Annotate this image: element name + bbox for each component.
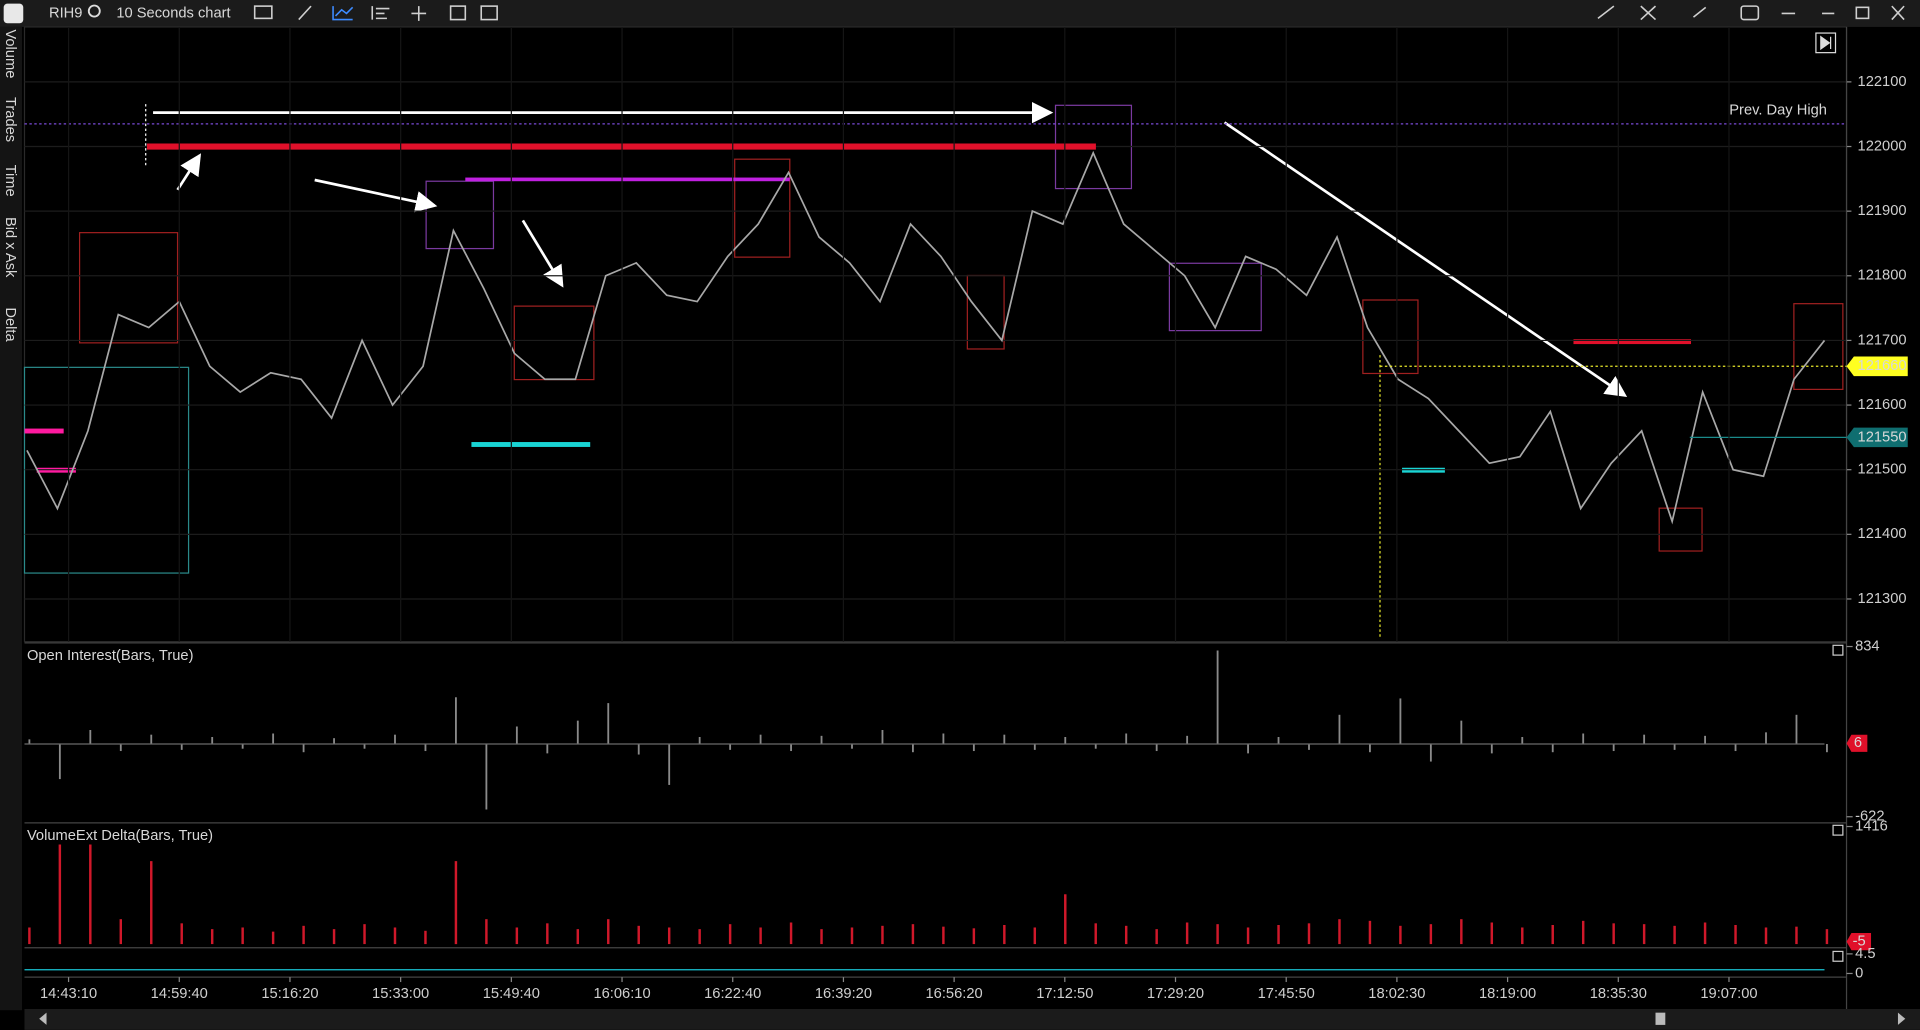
close-icon[interactable] [1891, 5, 1905, 21]
panel-close[interactable] [1832, 644, 1844, 656]
price-tick-label: 121600 [1858, 397, 1907, 413]
sidebar-tab[interactable]: Bid x Ask [2, 217, 18, 278]
app-logo[interactable] [3, 3, 24, 24]
panel-tick-label: 4.5 [1855, 946, 1875, 962]
panel-close[interactable] [1832, 950, 1844, 962]
time-label: 15:33:00 [372, 986, 429, 1002]
oi-last-tag [1846, 734, 1868, 752]
sidebar-tab[interactable]: Delta [2, 307, 18, 342]
panel-tick-label: 0 [1855, 965, 1863, 981]
symbol[interactable]: RIH9 [49, 5, 82, 21]
price-tick-label: 121500 [1858, 462, 1907, 478]
cluster-box [1658, 507, 1703, 552]
time-label: 18:19:00 [1479, 986, 1536, 1002]
price-tick-label: 121400 [1858, 526, 1907, 542]
delta-last-label: -5 [1853, 934, 1866, 950]
sidebar [0, 26, 23, 1011]
time-label: 18:02:30 [1368, 986, 1425, 1002]
scrollbar[interactable] [24, 1008, 1920, 1030]
cluster-box [425, 180, 495, 250]
sidebar-tab[interactable]: Time [2, 165, 18, 197]
time-label: 17:29:20 [1147, 986, 1204, 1002]
main-chart [23, 26, 1848, 643]
price-label-2: 121550 [1858, 429, 1907, 445]
panel-tick-label: 834 [1855, 638, 1880, 654]
price-tick-label: 121300 [1858, 591, 1907, 607]
cluster-box [734, 158, 791, 258]
last-price-tag [1846, 356, 1908, 377]
price-line [26, 150, 1826, 525]
time-label: 14:43:10 [40, 986, 97, 1002]
indicators-icon[interactable] [332, 6, 354, 21]
scroll-thumb[interactable] [1655, 1012, 1666, 1025]
last-price-label: 121660 [1858, 358, 1907, 374]
chart-period[interactable]: 10 Seconds chart [116, 5, 230, 21]
time-label: 15:49:40 [483, 986, 540, 1002]
time-label: 16:56:20 [926, 986, 983, 1002]
scroll-to-end[interactable] [1815, 32, 1837, 54]
volume-level [465, 177, 790, 182]
search-icon[interactable] [87, 4, 101, 18]
volume-level [1573, 339, 1692, 345]
cluster-box [1793, 303, 1844, 391]
template-icon[interactable] [253, 5, 273, 20]
panel-close[interactable] [1832, 824, 1844, 836]
cluster-box [1362, 299, 1419, 375]
prev-day-high-label: Prev. Day High [1729, 102, 1827, 118]
add-icon[interactable] [411, 6, 427, 21]
delta-last-tag [1846, 933, 1872, 951]
volume-level [24, 428, 64, 434]
annotation-arrow [314, 178, 438, 213]
panel-title: VolumeExt Delta(Bars, True) [27, 828, 213, 844]
price-tag-2 [1846, 427, 1908, 448]
tool-icons[interactable] [1597, 5, 1707, 21]
volume-level [471, 442, 591, 447]
price-tick-label: 122000 [1858, 138, 1907, 154]
annotation-arrow [176, 153, 202, 191]
align-icon[interactable] [371, 6, 390, 20]
cluster-box [78, 232, 179, 344]
restore-icon[interactable] [1855, 6, 1870, 20]
window-icon[interactable] [449, 5, 467, 21]
camera-icon[interactable] [1740, 5, 1760, 21]
panel-tick-label: -622 [1855, 809, 1884, 825]
price-tick-label: 121800 [1858, 268, 1907, 284]
layout-icon[interactable] [480, 5, 498, 21]
toolbar [0, 0, 1920, 27]
time-label: 16:39:20 [815, 986, 872, 1002]
oi-last-label: 6 [1854, 735, 1862, 751]
panel-title: Open Interest(Bars, True) [27, 648, 194, 664]
time-label: 15:16:20 [261, 986, 318, 1002]
time-label: 17:45:50 [1258, 986, 1315, 1002]
time-label: 18:35:30 [1590, 986, 1647, 1002]
price-tick-label: 121700 [1858, 332, 1907, 348]
time-label: 17:12:50 [1036, 986, 1093, 1002]
panel-tick-label: 1416 [1855, 818, 1888, 834]
sidebar-tab[interactable]: Volume [2, 29, 18, 78]
time-label: 16:22:40 [704, 986, 761, 1002]
scroll-to-end-icon [1820, 35, 1832, 51]
annotation-arrow [521, 219, 564, 288]
price-tick-label: 121900 [1858, 203, 1907, 219]
time-label: 16:06:10 [593, 986, 650, 1002]
time-label: 14:59:40 [151, 986, 208, 1002]
sidebar-tab[interactable]: Trades [2, 97, 18, 142]
time-label: 19:07:00 [1700, 986, 1757, 1002]
draw-icon[interactable] [298, 5, 312, 21]
cluster-box [1168, 262, 1262, 332]
price-tick-label: 122100 [1858, 74, 1907, 90]
annotation-arrow [1223, 121, 1628, 398]
